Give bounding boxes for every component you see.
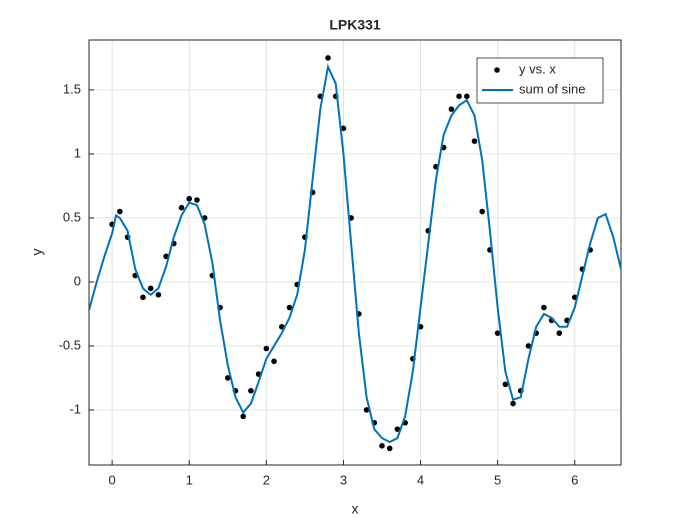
data-point — [525, 343, 532, 349]
data-point — [379, 442, 385, 449]
legend-label: sum of sine — [519, 81, 585, 96]
data-point — [271, 358, 277, 365]
data-point — [325, 55, 331, 61]
data-point — [286, 304, 293, 311]
data-point — [363, 407, 370, 413]
data-point — [386, 445, 393, 452]
x-axis-label: x — [352, 501, 359, 517]
data-point — [494, 330, 501, 336]
data-point — [140, 294, 146, 301]
data-point — [340, 125, 347, 132]
y-axis-label: y — [29, 249, 45, 256]
y-tick-label: 0 — [74, 273, 81, 288]
legend-marker — [494, 67, 500, 73]
x-tick-label: 0 — [109, 472, 116, 487]
data-point — [394, 426, 401, 432]
data-point — [248, 387, 254, 394]
data-point — [240, 413, 247, 420]
fit-line — [89, 63, 621, 444]
plot-area: 0 1 2 3 4 5 6 -1 -0.5 0 0.5 1 1.5 y vs. x sum of sine — [59, 39, 622, 487]
y-tick-label: 1.5 — [63, 81, 81, 96]
x-tick-label: 5 — [494, 472, 501, 487]
chart-title: LPK331 — [329, 17, 381, 33]
data-point — [224, 375, 231, 381]
x-tick-label: 4 — [417, 472, 424, 487]
x-tick-label: 6 — [571, 472, 578, 487]
data-point — [479, 208, 486, 215]
axes-background — [89, 40, 621, 465]
data-point — [456, 93, 462, 100]
x-tick-label: 1 — [186, 472, 193, 487]
data-point — [147, 285, 154, 292]
data-point — [556, 330, 563, 336]
data-point — [155, 291, 162, 298]
x-tick-label: 2 — [263, 472, 270, 487]
y-tick-label: -0.5 — [59, 337, 81, 352]
data-point — [178, 204, 185, 211]
y-tick-label: -1 — [69, 401, 81, 416]
y-tick-label: 0.5 — [63, 209, 81, 224]
data-point — [448, 106, 455, 112]
data-point — [186, 195, 193, 202]
data-point — [117, 208, 123, 215]
legend-box — [476, 57, 604, 104]
data-point — [502, 381, 509, 388]
legend-label: y vs. x — [519, 61, 556, 76]
data-point — [541, 304, 547, 311]
data-point — [463, 93, 470, 100]
data-point — [194, 197, 200, 203]
data-point — [263, 345, 270, 352]
y-tick-label: 1 — [74, 145, 81, 160]
axes-box — [88, 39, 622, 466]
x-tick-label: 3 — [340, 472, 347, 487]
data-point — [510, 400, 516, 407]
data-point — [471, 138, 478, 144]
